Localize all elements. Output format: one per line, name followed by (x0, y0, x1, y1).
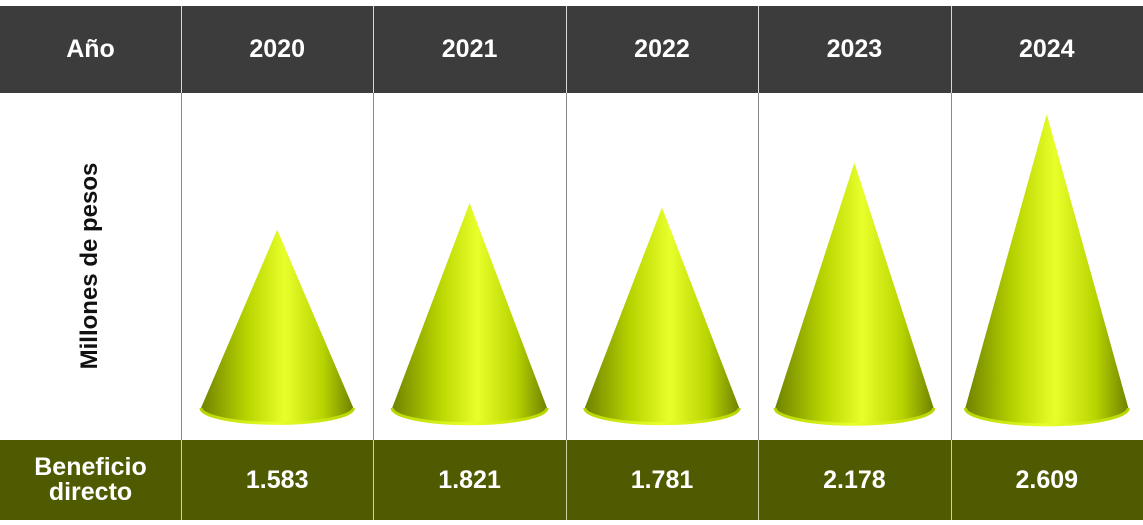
column-divider (181, 6, 182, 93)
category-label-2021: 2021 (441, 35, 498, 63)
category-label-2023: 2023 (826, 35, 883, 63)
column-divider (373, 6, 374, 93)
value-label-2023: 2.178 (823, 465, 886, 494)
column-divider (181, 440, 182, 520)
category-label-2020: 2020 (249, 35, 305, 63)
footer-row (0, 440, 1143, 520)
value-label-2021: 1.821 (438, 465, 501, 494)
value-label-2022: 1.781 (630, 465, 694, 494)
column-divider (373, 93, 374, 440)
category-label-2022: 2022 (634, 35, 690, 63)
value-label-2024: 2.609 (1015, 465, 1079, 494)
column-divider (951, 440, 952, 520)
column-divider (566, 440, 567, 520)
column-divider (373, 440, 374, 520)
column-divider (951, 6, 952, 93)
value-label-2020: 1.583 (245, 465, 309, 494)
column-divider (566, 93, 567, 440)
plot-area (0, 93, 1143, 440)
column-divider (758, 93, 759, 440)
header-row (0, 6, 1143, 93)
row-label-line1: Beneficio (34, 453, 147, 481)
header-label: Año (66, 35, 115, 63)
y-axis-label: Millones de pesos (76, 162, 103, 370)
category-label-2024: 2024 (1018, 35, 1075, 63)
row-label-line2: directo (48, 478, 133, 506)
row-label: Beneficio directo (0, 440, 181, 520)
column-divider (951, 93, 952, 440)
column-divider (566, 6, 567, 93)
column-divider (758, 6, 759, 93)
column-divider (758, 440, 759, 520)
column-divider (181, 93, 182, 440)
